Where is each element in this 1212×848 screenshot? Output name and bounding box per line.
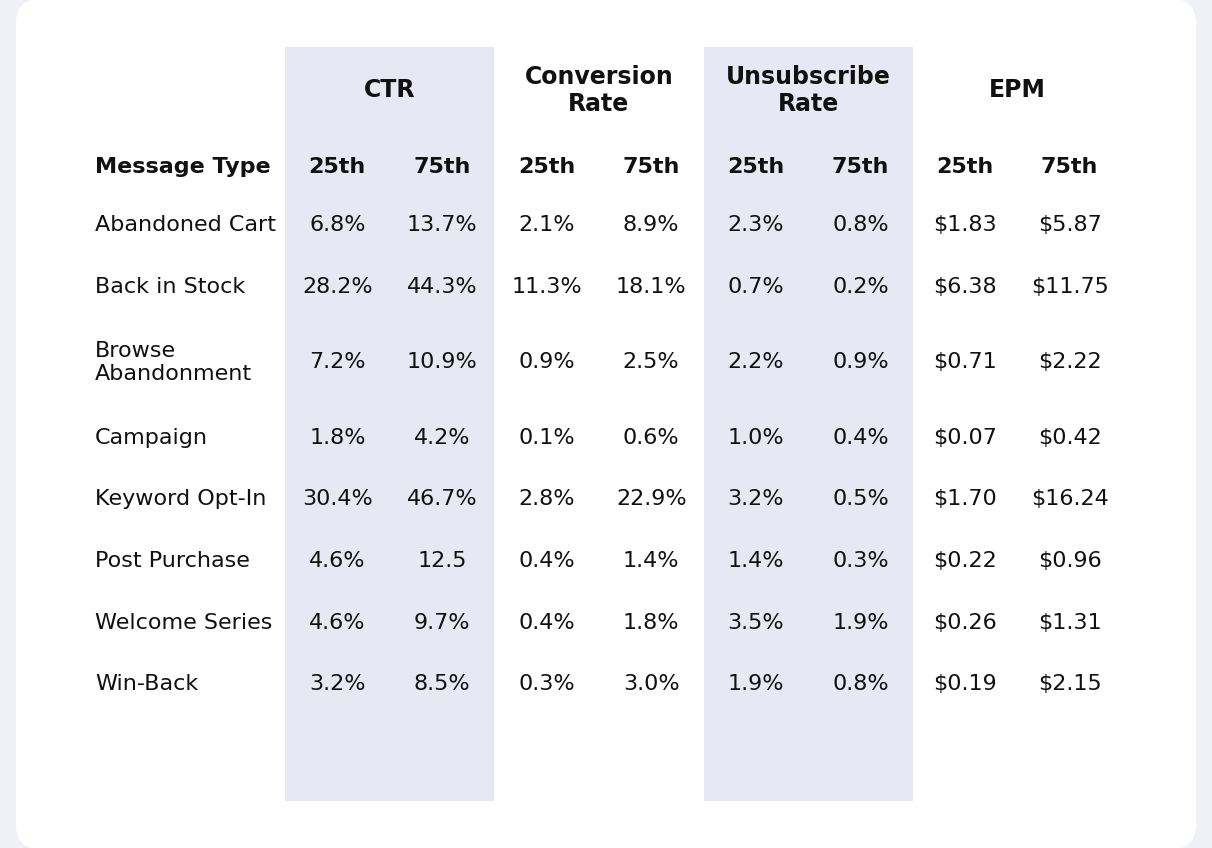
- Text: $1.83: $1.83: [933, 215, 997, 236]
- Text: $1.31: $1.31: [1037, 612, 1102, 633]
- Bar: [285, 47, 494, 801]
- Text: 1.0%: 1.0%: [727, 428, 784, 448]
- Text: Keyword Opt-In: Keyword Opt-In: [95, 489, 267, 510]
- Text: 28.2%: 28.2%: [302, 277, 372, 297]
- Text: 2.2%: 2.2%: [727, 353, 784, 372]
- Text: 25th: 25th: [937, 158, 994, 177]
- Text: Welcome Series: Welcome Series: [95, 612, 273, 633]
- Text: 25th: 25th: [727, 158, 784, 177]
- FancyBboxPatch shape: [16, 0, 1196, 848]
- Text: 75th: 75th: [1041, 158, 1098, 177]
- Text: 8.9%: 8.9%: [623, 215, 680, 236]
- Text: 0.8%: 0.8%: [833, 215, 888, 236]
- Text: 75th: 75th: [831, 158, 890, 177]
- Text: 1.4%: 1.4%: [727, 551, 784, 571]
- Text: 13.7%: 13.7%: [406, 215, 478, 236]
- Text: 1.4%: 1.4%: [623, 551, 680, 571]
- Text: 1.9%: 1.9%: [727, 674, 784, 695]
- Text: 7.2%: 7.2%: [309, 353, 366, 372]
- Text: 0.7%: 0.7%: [727, 277, 784, 297]
- Text: 3.2%: 3.2%: [727, 489, 784, 510]
- Text: 75th: 75th: [623, 158, 680, 177]
- Text: 4.6%: 4.6%: [309, 551, 366, 571]
- Text: 10.9%: 10.9%: [406, 353, 478, 372]
- Text: 25th: 25th: [309, 158, 366, 177]
- Text: 1.8%: 1.8%: [309, 428, 366, 448]
- Text: 2.1%: 2.1%: [519, 215, 574, 236]
- Text: 0.4%: 0.4%: [833, 428, 888, 448]
- Text: $6.38: $6.38: [933, 277, 997, 297]
- Text: Message Type: Message Type: [95, 158, 270, 177]
- Text: 0.9%: 0.9%: [519, 353, 574, 372]
- Text: $0.22: $0.22: [933, 551, 997, 571]
- Text: 11.3%: 11.3%: [511, 277, 582, 297]
- Text: CTR: CTR: [364, 79, 416, 103]
- Text: $11.75: $11.75: [1030, 277, 1109, 297]
- Text: 1.9%: 1.9%: [833, 612, 888, 633]
- Text: 2.3%: 2.3%: [727, 215, 784, 236]
- Text: 9.7%: 9.7%: [413, 612, 470, 633]
- Text: Conversion
Rate: Conversion Rate: [525, 64, 673, 116]
- Text: Campaign: Campaign: [95, 428, 208, 448]
- Text: Browse
Abandonment: Browse Abandonment: [95, 341, 252, 384]
- Text: 0.8%: 0.8%: [833, 674, 888, 695]
- Text: Abandoned Cart: Abandoned Cart: [95, 215, 276, 236]
- Text: 75th: 75th: [413, 158, 470, 177]
- Text: 0.2%: 0.2%: [833, 277, 888, 297]
- Text: $0.19: $0.19: [933, 674, 997, 695]
- Text: 25th: 25th: [518, 158, 576, 177]
- Text: 12.5: 12.5: [417, 551, 467, 571]
- Text: 3.5%: 3.5%: [727, 612, 784, 633]
- Text: $0.07: $0.07: [933, 428, 997, 448]
- Text: 2.8%: 2.8%: [519, 489, 574, 510]
- Text: $1.70: $1.70: [933, 489, 997, 510]
- Text: 0.4%: 0.4%: [519, 612, 574, 633]
- Text: 0.1%: 0.1%: [519, 428, 574, 448]
- Text: $2.15: $2.15: [1037, 674, 1102, 695]
- Text: 0.9%: 0.9%: [833, 353, 888, 372]
- Text: 4.6%: 4.6%: [309, 612, 366, 633]
- Text: EPM: EPM: [989, 79, 1046, 103]
- Text: 2.5%: 2.5%: [623, 353, 680, 372]
- Text: Win-Back: Win-Back: [95, 674, 199, 695]
- Text: 30.4%: 30.4%: [302, 489, 372, 510]
- Text: 8.5%: 8.5%: [413, 674, 470, 695]
- Text: Post Purchase: Post Purchase: [95, 551, 250, 571]
- Text: 46.7%: 46.7%: [406, 489, 478, 510]
- Text: 22.9%: 22.9%: [616, 489, 686, 510]
- Text: Unsubscribe
Rate: Unsubscribe Rate: [726, 64, 891, 116]
- Bar: [703, 47, 913, 801]
- Text: $0.26: $0.26: [933, 612, 997, 633]
- Text: 44.3%: 44.3%: [406, 277, 478, 297]
- Text: 0.5%: 0.5%: [833, 489, 888, 510]
- Text: 3.0%: 3.0%: [623, 674, 680, 695]
- Text: Back in Stock: Back in Stock: [95, 277, 245, 297]
- Text: 0.3%: 0.3%: [833, 551, 888, 571]
- Text: 0.3%: 0.3%: [519, 674, 574, 695]
- Text: $5.87: $5.87: [1037, 215, 1102, 236]
- Text: 0.6%: 0.6%: [623, 428, 680, 448]
- Text: 6.8%: 6.8%: [309, 215, 366, 236]
- Text: $0.42: $0.42: [1037, 428, 1102, 448]
- Text: $16.24: $16.24: [1031, 489, 1109, 510]
- Text: 4.2%: 4.2%: [413, 428, 470, 448]
- Text: 1.8%: 1.8%: [623, 612, 680, 633]
- Text: 18.1%: 18.1%: [616, 277, 686, 297]
- Text: $0.71: $0.71: [933, 353, 997, 372]
- Text: 3.2%: 3.2%: [309, 674, 366, 695]
- Text: $0.96: $0.96: [1037, 551, 1102, 571]
- Text: $2.22: $2.22: [1037, 353, 1102, 372]
- Text: 0.4%: 0.4%: [519, 551, 574, 571]
